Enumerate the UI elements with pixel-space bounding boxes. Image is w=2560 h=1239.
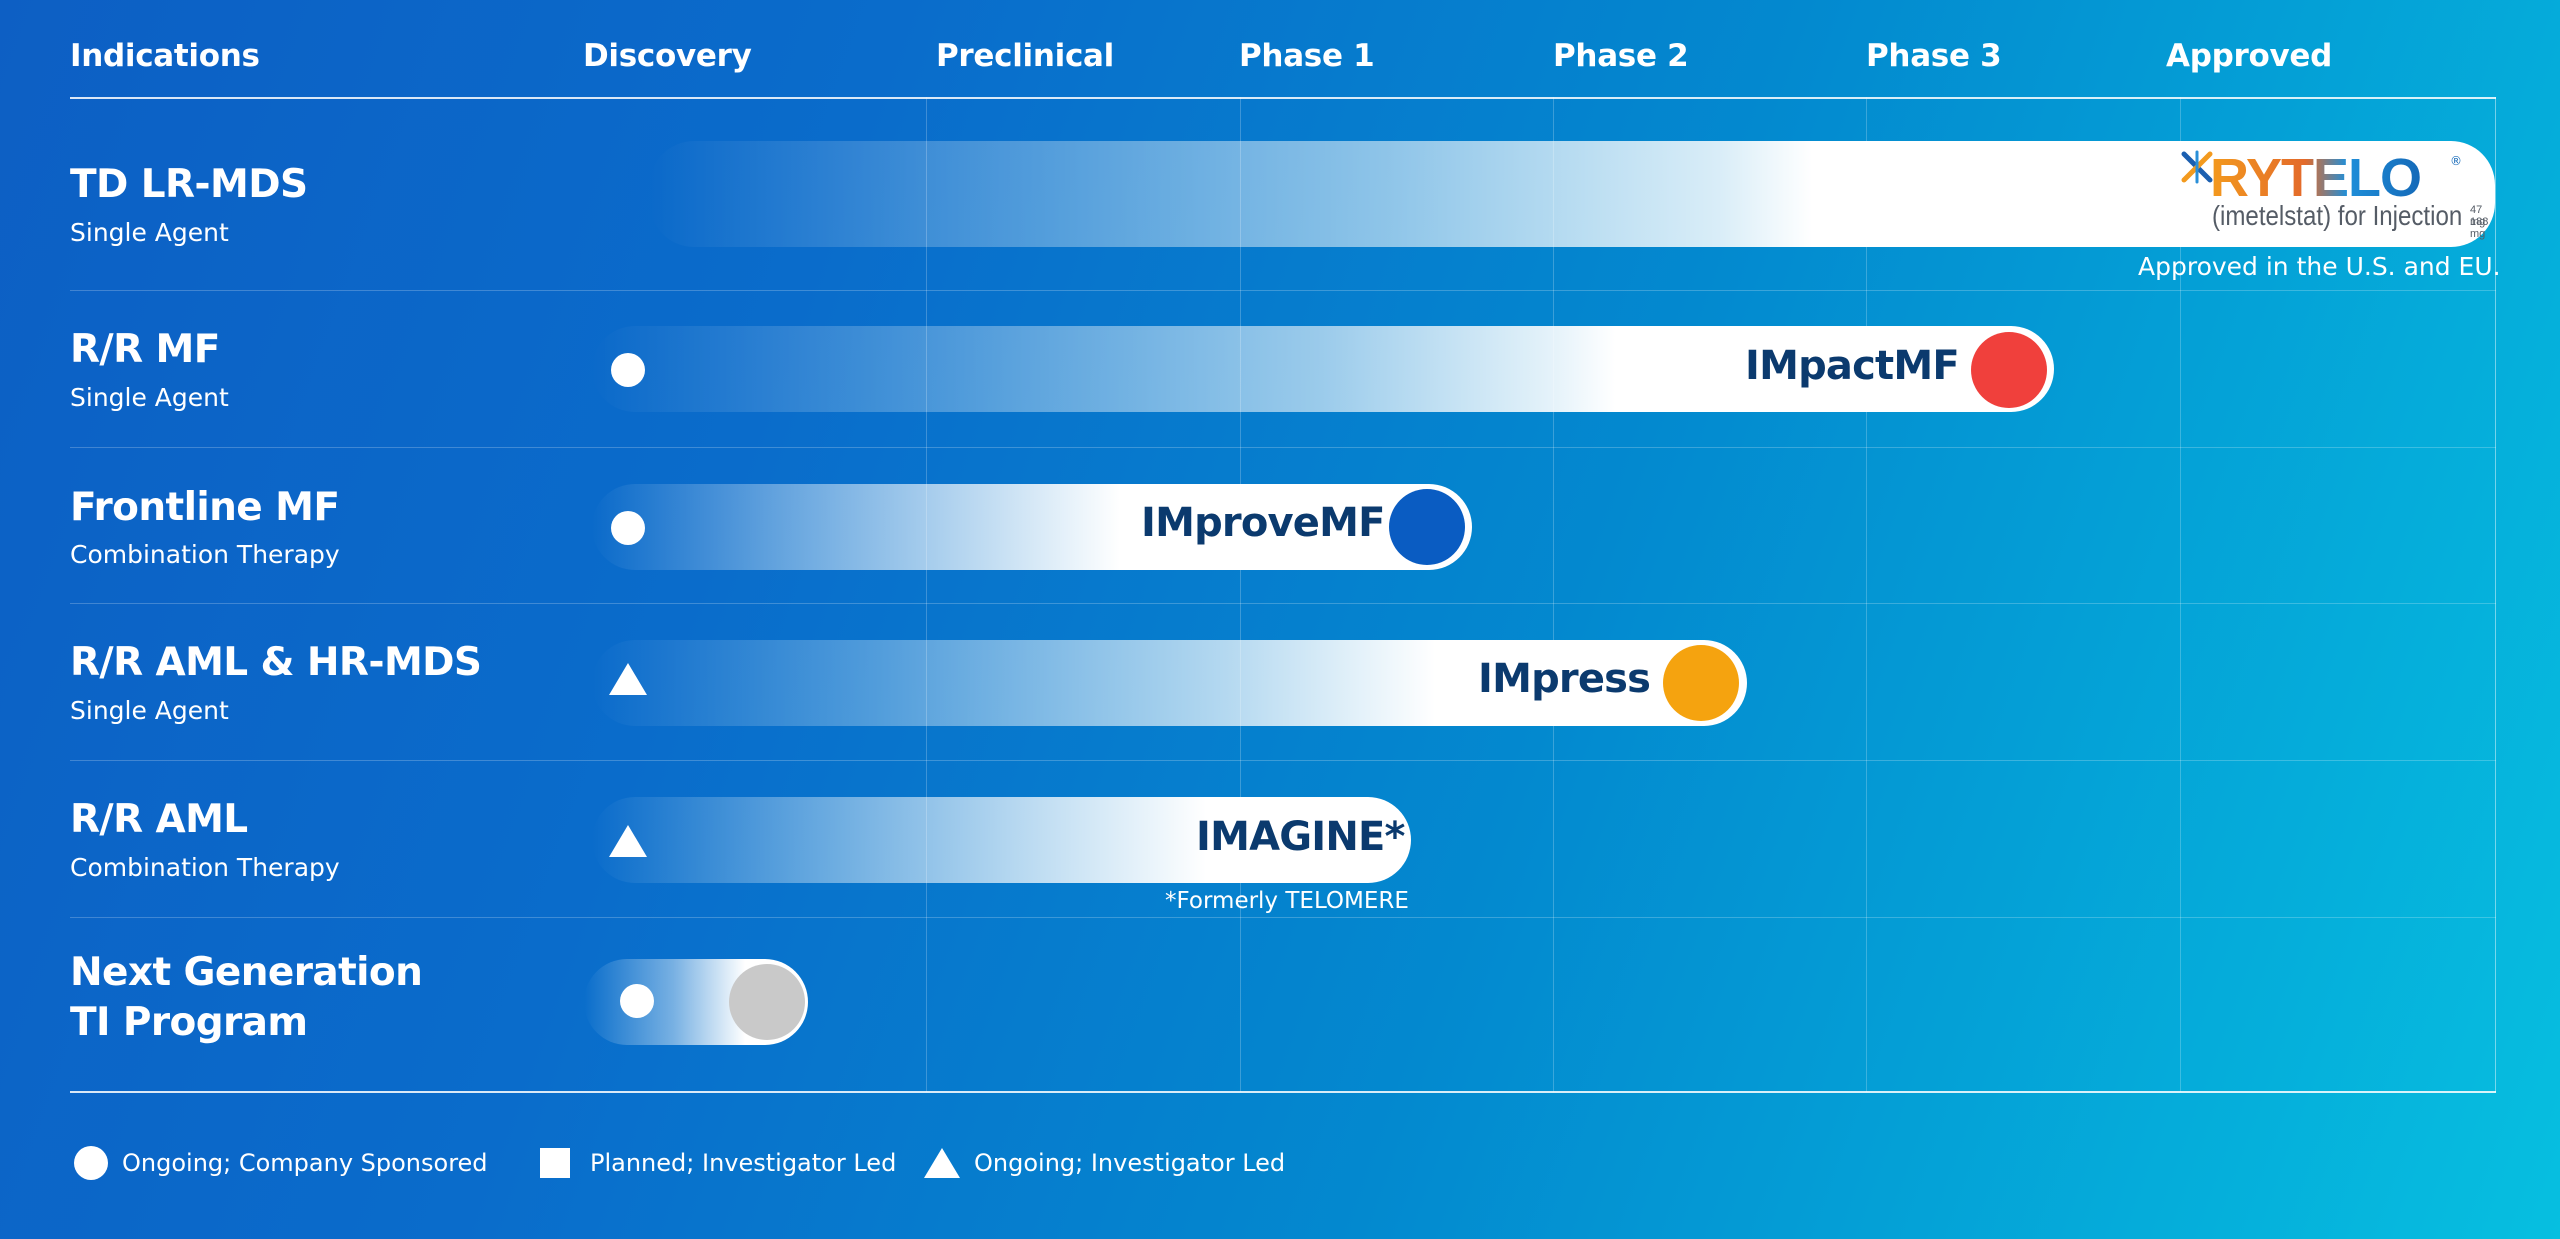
column-divider — [926, 97, 927, 1092]
ongoing-company-marker — [620, 984, 654, 1018]
row-divider — [70, 760, 2496, 761]
formerly-note: *Formerly TELOMERE — [1165, 888, 1409, 914]
row-divider — [70, 447, 2496, 448]
row-divider — [70, 290, 2496, 291]
header-phase2: Phase 2 — [1553, 38, 1689, 74]
legend-label: Ongoing; Company Sponsored — [122, 1149, 488, 1177]
indication-subtitle: Single Agent — [70, 696, 229, 725]
header-discovery: Discovery — [583, 38, 752, 74]
column-divider — [1866, 97, 1867, 1092]
right-border — [2495, 97, 2496, 1092]
ongoing-company-marker — [611, 353, 645, 387]
indication-title: TI Program — [70, 1000, 308, 1045]
indication-subtitle: Single Agent — [70, 218, 229, 247]
rytelo-logo: RYTELO ® (imetelstat) for Injection 47 m… — [2180, 148, 2490, 240]
pipeline-bar-impactmf — [592, 326, 2054, 412]
indication-title: R/R AML — [70, 797, 248, 842]
header-phase1: Phase 1 — [1239, 38, 1375, 74]
legend-label: Ongoing; Investigator Led — [974, 1149, 1286, 1177]
header-indications: Indications — [70, 38, 260, 74]
pipeline-bar-impress — [592, 640, 1747, 726]
pipeline-bar-improvemf — [592, 484, 1472, 570]
row-divider — [70, 603, 2496, 604]
rytelo-dose-188: 188 mg — [2470, 216, 2489, 240]
header-divider — [70, 97, 2496, 99]
indication-subtitle: Combination Therapy — [70, 540, 340, 569]
rytelo-brand: RYTELO — [2210, 148, 2422, 208]
row-divider — [70, 917, 2496, 918]
column-divider — [1553, 97, 1554, 1092]
status-dot — [1389, 489, 1465, 565]
legend-company-sponsored: Ongoing; Company Sponsored — [74, 1143, 488, 1183]
ongoing-investigator-marker — [609, 663, 647, 695]
header-preclinical: Preclinical — [936, 38, 1114, 74]
triangle-icon — [924, 1148, 960, 1178]
status-dot — [729, 964, 805, 1040]
indication-title: TD LR-MDS — [70, 162, 308, 207]
indication-title: R/R MF — [70, 327, 220, 372]
indication-title: R/R AML & HR-MDS — [70, 640, 482, 685]
approved-note: Approved in the U.S. and EU. — [2138, 252, 2501, 281]
header-phase3: Phase 3 — [1866, 38, 2002, 74]
ongoing-investigator-marker — [609, 825, 647, 857]
header-approved: Approved — [2166, 38, 2332, 74]
rytelo-generic-name: (imetelstat) for Injection — [2212, 200, 2463, 231]
program-label-impactmf: IMpactMF — [1745, 343, 1960, 389]
column-divider — [1240, 97, 1241, 1092]
status-dot — [1663, 645, 1739, 721]
indication-subtitle: Single Agent — [70, 383, 229, 412]
status-dot — [1971, 332, 2047, 408]
circle-icon — [74, 1146, 108, 1180]
rytelo-dose-47: 47 mg — [2470, 204, 2486, 228]
rytelo-star-icon — [2181, 150, 2213, 184]
program-label-impress: IMpress — [1478, 656, 1651, 702]
program-label-imagine: IMAGINE* — [1196, 814, 1405, 860]
legend-planned-investigator: Planned; Investigator Led — [540, 1143, 896, 1183]
program-label-improvemf: IMproveMF — [1141, 500, 1385, 546]
legend-label: Planned; Investigator Led — [590, 1149, 897, 1177]
square-icon — [540, 1148, 570, 1178]
indication-subtitle: Combination Therapy — [70, 853, 340, 882]
legend-ongoing-investigator: Ongoing; Investigator Led — [924, 1143, 1285, 1183]
ongoing-company-marker — [611, 511, 645, 545]
rytelo-registered: ® — [2450, 154, 2462, 168]
indication-title: Next Generation — [70, 950, 423, 995]
pipeline-bar-imagine — [592, 797, 1411, 883]
footer-divider — [70, 1091, 2496, 1093]
column-divider — [2180, 97, 2181, 1092]
indication-title: Frontline MF — [70, 485, 340, 530]
